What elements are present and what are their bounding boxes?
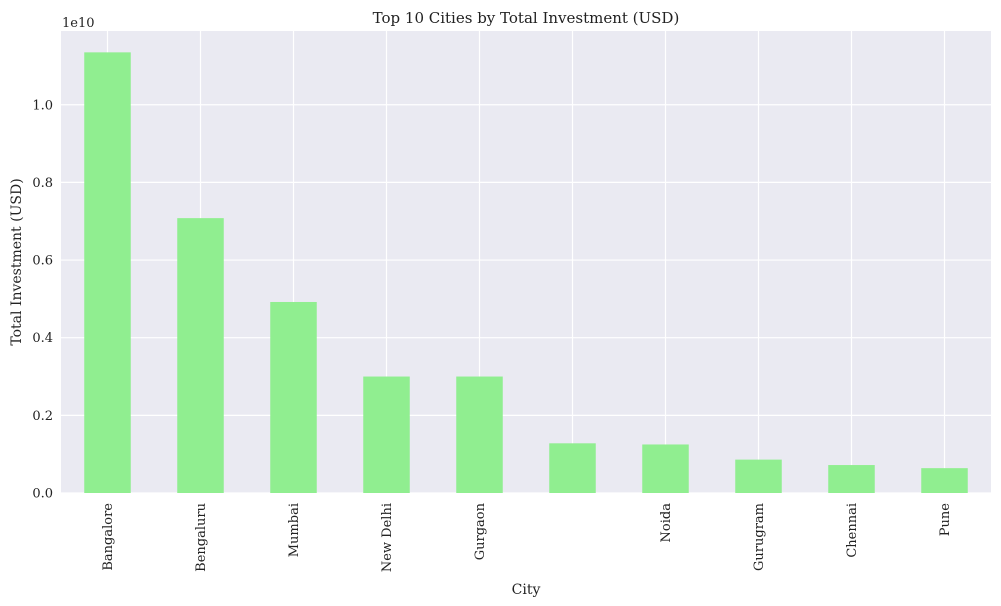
bar <box>177 218 224 494</box>
y-offset-label: 1e10 <box>62 16 95 31</box>
bar <box>549 443 596 493</box>
x-tick-label: Noida <box>659 503 674 543</box>
bar <box>456 376 503 493</box>
bar <box>84 52 131 494</box>
x-tick-label: Gurgaon <box>473 502 488 560</box>
x-tick-label: Bengaluru <box>194 503 209 572</box>
chart-title: Top 10 Cities by Total Investment (USD) <box>373 9 680 27</box>
x-tick-label: Gurugram <box>752 503 767 571</box>
y-tick-label: 1.0 <box>32 98 53 113</box>
x-tick-label: Chennai <box>845 503 860 558</box>
bar <box>735 459 782 493</box>
x-axis-label: City <box>512 582 541 598</box>
x-axis-ticks: Bangalore Bengaluru Mumbai New Delhi Gurgaon… <box>101 502 953 572</box>
y-tick-label: 0.2 <box>32 409 53 424</box>
bar <box>363 376 410 493</box>
bar <box>642 444 689 493</box>
x-tick-label: Mumbai <box>287 503 302 557</box>
y-tick-label: 0.4 <box>32 331 53 346</box>
bar <box>828 465 875 493</box>
bar <box>921 468 968 493</box>
bar <box>270 301 317 493</box>
bars-group <box>84 52 968 494</box>
x-tick-label: Pune <box>938 503 953 536</box>
y-tick-label: 0.8 <box>32 176 53 191</box>
x-tick-label: Bangalore <box>101 503 116 571</box>
y-axis-label: Total Investment (USD) <box>9 178 25 345</box>
y-axis-ticks: 0.0 0.2 0.4 0.6 0.8 1.0 <box>32 98 53 501</box>
y-tick-label: 0.6 <box>32 254 53 269</box>
y-tick-label: 0.0 <box>32 487 53 502</box>
x-tick-label: New Delhi <box>380 503 395 572</box>
